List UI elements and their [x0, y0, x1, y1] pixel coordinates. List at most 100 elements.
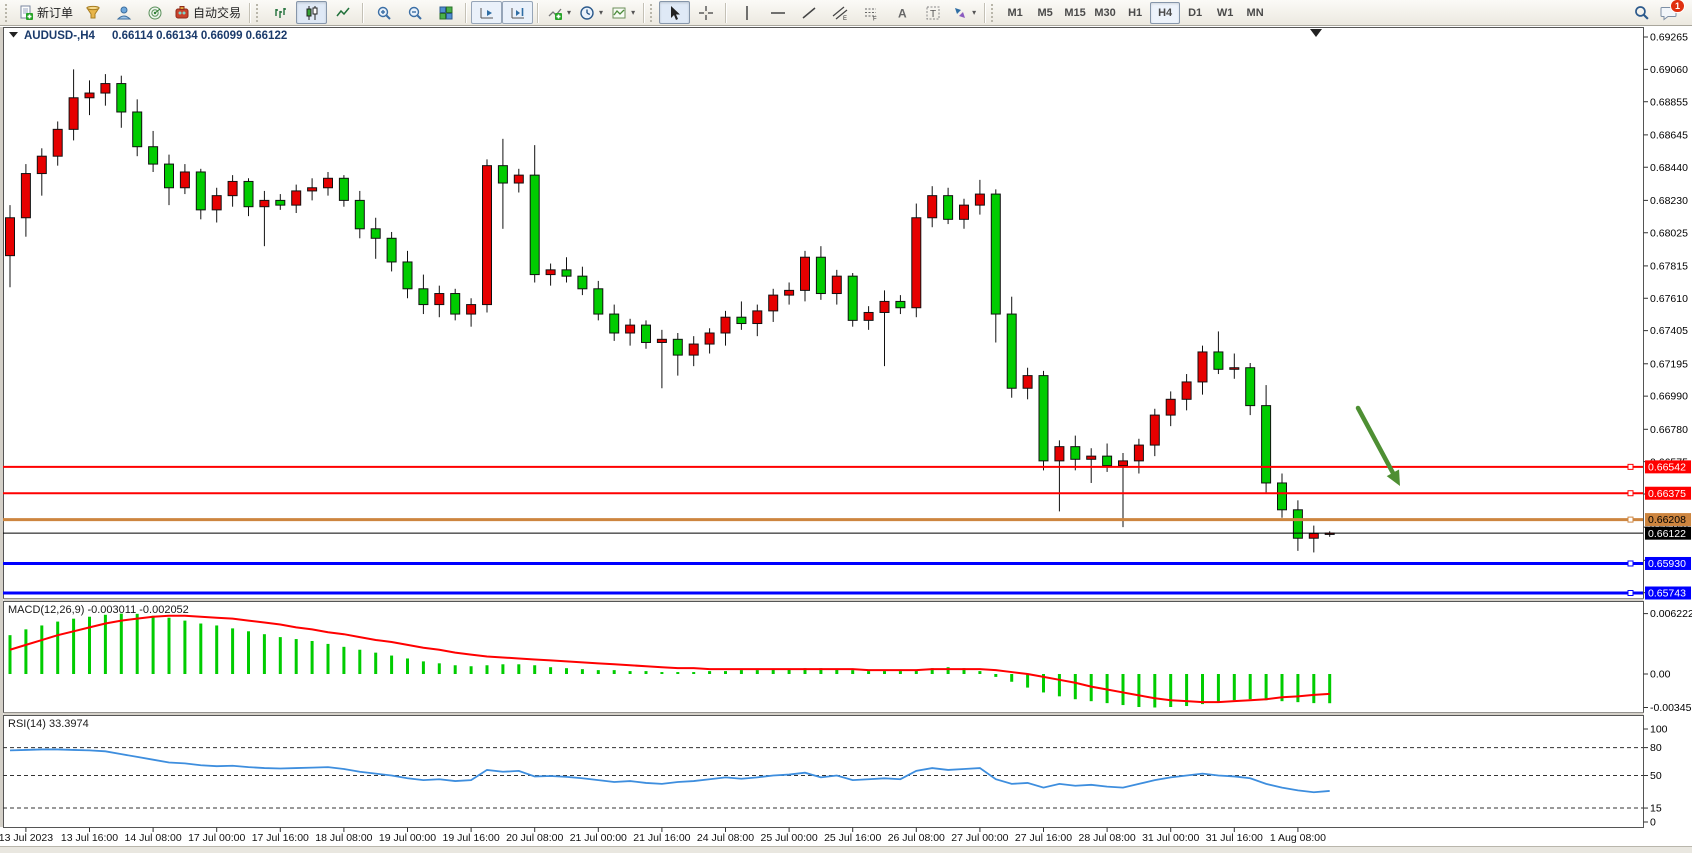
macd-histogram-bar — [724, 671, 727, 674]
time-axis[interactable]: 13 Jul 2023 13 Jul 16:00 14 Jul 08:00 17 Ju… — [0, 827, 1326, 845]
tile-windows-icon — [439, 6, 453, 19]
price-tick-label: 0.67405 — [1650, 325, 1688, 337]
candle-body — [704, 332, 715, 345]
periods-button[interactable]: ▾ — [575, 1, 607, 24]
candle-body — [625, 324, 636, 334]
macd-histogram-bar — [819, 668, 823, 674]
candle-body — [418, 288, 429, 306]
zoom-in-button[interactable] — [368, 1, 399, 24]
hline-price-label — [1645, 513, 1691, 527]
candle-body — [164, 163, 174, 189]
cursor-button[interactable] — [659, 1, 691, 24]
hline-handle[interactable] — [1627, 490, 1634, 497]
svg-text:T: T — [930, 9, 936, 20]
zoom-out-icon — [408, 6, 422, 20]
auto-trading-button[interactable]: 自动交易 — [170, 1, 245, 24]
timeframe-M1[interactable]: M1 — [1007, 6, 1023, 19]
candle-body — [1165, 398, 1176, 416]
trendline-button[interactable] — [793, 1, 824, 24]
panel-splitter[interactable] — [3, 598, 1644, 602]
horizontal-line-button[interactable] — [762, 1, 793, 24]
hline-handle[interactable] — [1627, 590, 1634, 596]
timeframe-H1[interactable]: H1 — [1128, 6, 1143, 19]
hline-price-label — [1645, 486, 1691, 500]
templates-button[interactable]: ▾ — [607, 1, 639, 24]
symbol-dropdown-icon[interactable] — [9, 32, 18, 38]
macd-panel — [3, 601, 1644, 713]
hline-handle[interactable] — [1627, 516, 1634, 523]
hline-price-text: 0.66208 — [1648, 514, 1686, 526]
timeframe-W1[interactable]: W1 — [1216, 6, 1234, 19]
timeframe-D1[interactable]: D1 — [1188, 6, 1203, 19]
macd-histogram-bar — [56, 621, 60, 674]
panel-splitter[interactable] — [3, 712, 1644, 716]
template-icon — [612, 7, 626, 18]
timeframe-H4[interactable]: H4 — [1150, 1, 1181, 24]
zoom-out-button[interactable] — [399, 1, 430, 24]
macd-signal-line — [9, 614, 1330, 704]
bar-chart-button[interactable] — [265, 1, 296, 24]
macd-histogram-bar — [247, 631, 250, 674]
candle-body — [1086, 455, 1097, 460]
chart-shift-marker[interactable] — [1310, 29, 1322, 37]
time-tick-label: 26 Jul 08:00 — [888, 832, 945, 844]
time-tick-label: 19 Jul 00:00 — [379, 832, 436, 844]
macd-histogram-bar — [453, 665, 457, 674]
status-strip — [0, 846, 1692, 853]
arrow-annotation[interactable] — [1355, 405, 1396, 476]
timeframe-M5[interactable]: M5 — [1037, 6, 1053, 19]
candle-body — [1102, 455, 1113, 467]
indicators-button[interactable]: ▾ — [543, 1, 575, 24]
candle-body — [927, 195, 938, 219]
chart-header-symbol: AUDUSD-,H4 — [24, 30, 96, 42]
person-icon — [116, 6, 131, 19]
search-icon[interactable] — [1633, 4, 1650, 21]
channel-button[interactable]: E — [824, 1, 855, 24]
candle-body — [545, 269, 556, 276]
price-tick-label: 0.68230 — [1650, 195, 1688, 207]
candle-body — [1054, 446, 1065, 462]
macd-histogram-bar — [103, 614, 107, 674]
hline-handle[interactable] — [1627, 560, 1634, 567]
fibonacci-button[interactable]: F — [855, 1, 886, 24]
chart-shift-button[interactable] — [502, 1, 534, 24]
market-watch-button[interactable] — [77, 1, 108, 24]
timeframe-MN[interactable]: MN — [1246, 6, 1264, 19]
price-tick-label: 0.66780 — [1650, 424, 1688, 436]
new-order-button[interactable]: 新订单 — [14, 1, 77, 24]
svg-text:A: A — [898, 6, 907, 20]
crosshair-button[interactable] — [690, 1, 721, 24]
timeframe-M15[interactable]: M15 — [1064, 6, 1086, 19]
candle-body — [1308, 532, 1319, 539]
trendline-icon — [802, 6, 816, 19]
macd-histogram-bar — [1232, 674, 1236, 701]
candlestick-chart-button[interactable] — [296, 1, 328, 24]
line-chart-button[interactable] — [327, 1, 358, 24]
chat-button[interactable]: 1 — [1660, 0, 1685, 21]
macd-histogram-bar — [676, 672, 680, 674]
tile-windows-button[interactable] — [430, 1, 461, 24]
price-tick-label: 0.66990 — [1650, 391, 1688, 403]
profile-button[interactable] — [108, 1, 139, 24]
macd-histogram-bar — [739, 670, 743, 674]
svg-text:F: F — [873, 16, 877, 21]
macd-histogram-bar — [326, 643, 330, 674]
macd-histogram-bar — [72, 618, 76, 674]
text-label-button[interactable]: T — [917, 1, 948, 24]
candle-body — [1181, 381, 1192, 400]
auto-scroll-icon — [480, 7, 493, 18]
hline-handle[interactable] — [1627, 463, 1634, 470]
auto-scroll-button[interactable] — [471, 1, 503, 24]
rsi-indicator: 100 80 50 15 0 RSI(14) 33.3974 — [3, 718, 1668, 829]
toolbar-drag-handle — [5, 3, 10, 22]
rsi-scale-label: 15 — [1650, 803, 1662, 815]
signal-button[interactable] — [139, 1, 170, 24]
arrows-button[interactable]: ▾ — [948, 1, 980, 24]
candle-body — [863, 311, 874, 321]
candle-body — [911, 217, 922, 309]
timeframe-M30[interactable]: M30 — [1094, 6, 1116, 19]
text-button[interactable]: A — [886, 1, 917, 24]
vertical-line-button[interactable] — [731, 1, 762, 24]
time-tick-label: 13 Jul 2023 — [0, 832, 53, 844]
